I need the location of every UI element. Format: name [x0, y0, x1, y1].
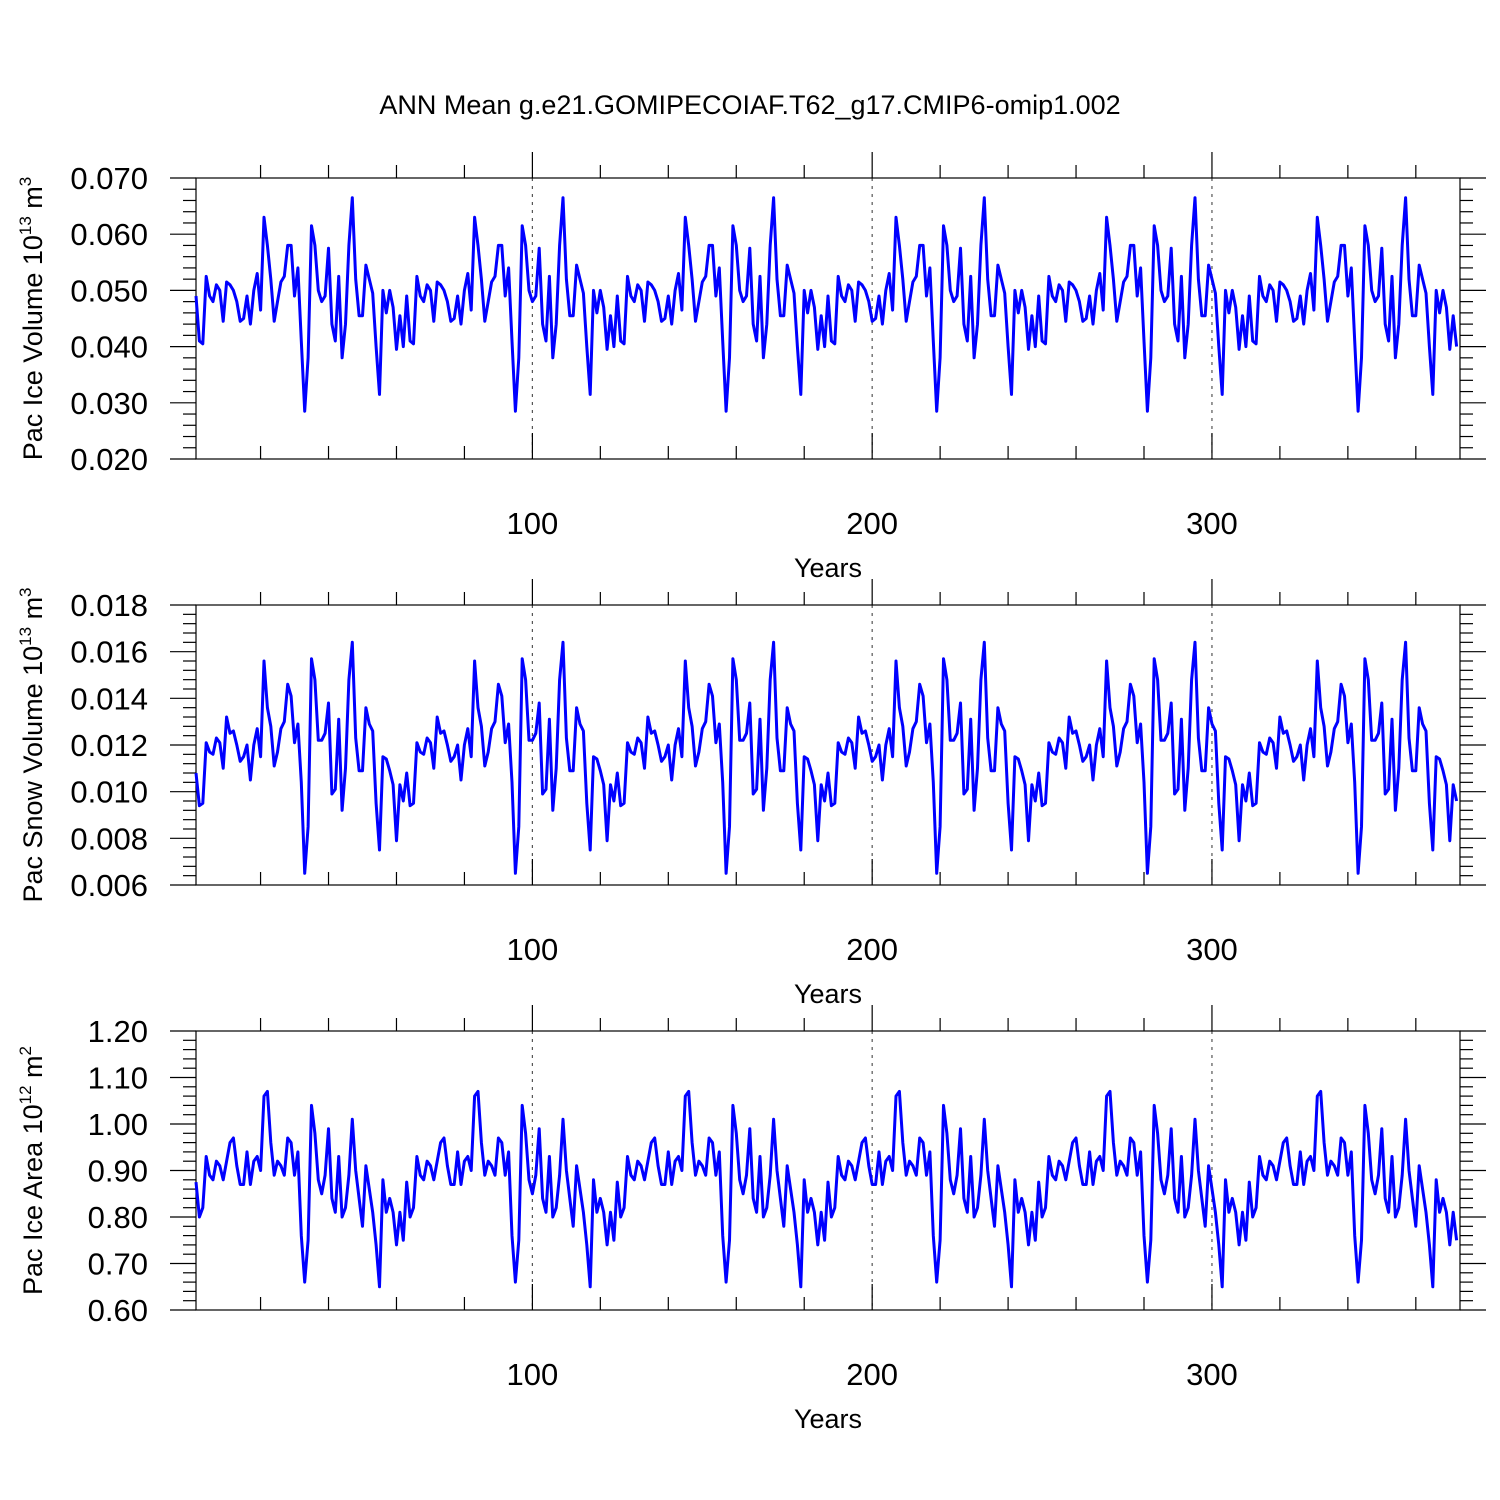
x-tick-label: 300 [1186, 1357, 1238, 1392]
x-tick-label: 300 [1186, 932, 1238, 967]
panel-3: 0.60 0.70 0.80 0.90 1.00 1.10 1.20 100 200 300 Yea… [16, 1005, 1486, 1434]
y-tick-label: 0.90 [88, 1154, 148, 1189]
series-line [194, 196, 1459, 413]
y-tick-label: 0.80 [88, 1200, 148, 1235]
y-tick-label: 0.018 [70, 588, 148, 623]
y-tick-label: 0.70 [88, 1247, 148, 1282]
x-axis-label: Years [794, 979, 862, 1009]
y-axis-label: Pac Snow Volume 1013 m3 [16, 587, 48, 902]
panel-2: 0.006 0.008 0.010 0.012 0.014 0.016 0.018 100 20… [16, 579, 1486, 1009]
y-tick-label: 0.030 [70, 386, 148, 421]
y-tick-label: 0.070 [70, 161, 148, 196]
y-tick-label: 0.016 [70, 635, 148, 670]
x-tick-label: 100 [507, 506, 559, 541]
y-tick-label: 0.010 [70, 775, 148, 810]
x-tick-label: 100 [507, 932, 559, 967]
x-tick-label: 200 [846, 1357, 898, 1392]
y-tick-label: 1.10 [88, 1061, 148, 1096]
x-tick-label: 200 [846, 506, 898, 541]
chart-title: ANN Mean g.e21.GOMIPECOIAF.T62_g17.CMIP6… [379, 90, 1120, 120]
x-axis-label: Years [794, 1404, 862, 1434]
y-tick-label: 0.040 [70, 330, 148, 365]
y-tick-label: 0.060 [70, 217, 148, 252]
plot-frame [195, 1030, 1461, 1311]
y-tick-label: 0.008 [70, 821, 148, 856]
y-tick-label: 0.014 [70, 681, 148, 716]
y-tick-label: 0.006 [70, 868, 148, 903]
plot-frame [195, 604, 1461, 886]
x-tick-label: 300 [1186, 506, 1238, 541]
plot-frame [195, 177, 1461, 460]
y-tick-label: 0.60 [88, 1293, 148, 1328]
series-line [194, 640, 1459, 875]
y-tick-label: 0.050 [70, 273, 148, 308]
panel-1: 0.020 0.030 0.040 0.050 0.060 0.070 100 200 300 Y… [16, 152, 1486, 583]
series-line [194, 1089, 1459, 1289]
x-axis-label: Years [794, 553, 862, 583]
x-tick-label: 100 [507, 1357, 559, 1392]
y-axis-label: Pac Ice Volume 1013 m3 [16, 177, 48, 461]
x-tick-label: 200 [846, 932, 898, 967]
y-axis-label: Pac Ice Area 1012 m2 [16, 1046, 48, 1295]
y-tick-label: 1.00 [88, 1107, 148, 1142]
y-tick-label: 0.020 [70, 442, 148, 477]
y-tick-label: 1.20 [88, 1014, 148, 1049]
y-tick-label: 0.012 [70, 728, 148, 763]
chart-panels: 0.020 0.030 0.040 0.050 0.060 0.070 100 200 300 Y… [16, 152, 1486, 1434]
